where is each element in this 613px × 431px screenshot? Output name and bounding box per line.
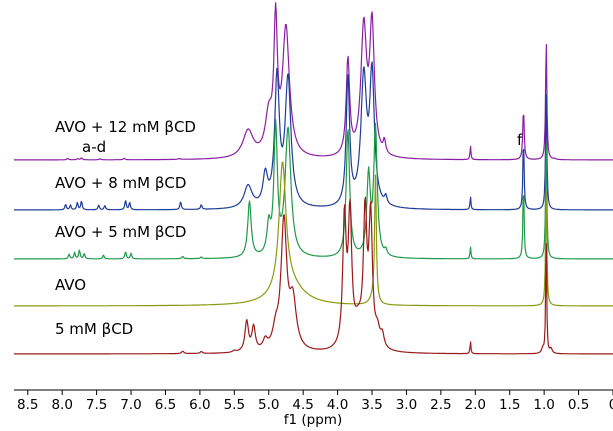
x-tick-label: 2.5 <box>430 397 451 413</box>
trace-2 <box>14 118 613 260</box>
spectra-traces <box>14 2 613 355</box>
series-label-2: AVO + 5 mM βCD <box>55 223 186 241</box>
series-label-3: AVO <box>55 276 86 294</box>
x-tick-label: 0.5 <box>568 397 589 413</box>
series-label-4: 5 mM βCD <box>55 320 133 338</box>
x-tick-label: 8.0 <box>51 397 72 413</box>
x-axis: 8.5 8.0 7.5 7.0 6.5 6.0 5.5 5.0 4.5 4.0 3.5 3.0 2.5 2… <box>14 389 613 413</box>
x-tick-label: 7.0 <box>120 397 141 413</box>
trace-4 <box>14 196 613 355</box>
trace-0 <box>14 2 613 161</box>
x-tick-label: 6.5 <box>155 397 176 413</box>
x-tick-label: 3.5 <box>361 397 382 413</box>
x-axis-title: f1 (ppm) <box>284 412 342 428</box>
x-tick-label: 1.0 <box>533 397 554 413</box>
x-tick-label: 5.5 <box>224 397 245 413</box>
annotation-0: a-d <box>82 138 106 156</box>
x-tick-label: 6.0 <box>189 397 210 413</box>
x-tick-label: 5.0 <box>258 397 279 413</box>
trace-1 <box>14 61 613 211</box>
series-label-1: AVO + 8 mM βCD <box>55 174 186 192</box>
series-labels: AVO + 12 mM βCD AVO + 8 mM βCD AVO + 5 mM … <box>55 118 196 338</box>
annotation-1: f <box>517 131 523 149</box>
annotations: a-d f <box>82 131 523 156</box>
x-tick-label: 0 <box>609 397 613 413</box>
trace-3 <box>14 161 613 307</box>
x-tick-label: 4.5 <box>292 397 313 413</box>
x-tick-label: 3.0 <box>396 397 417 413</box>
x-tick-label: 2.0 <box>465 397 486 413</box>
x-tick-label: 7.5 <box>86 397 107 413</box>
x-tick-label: 1.5 <box>499 397 520 413</box>
x-tick-label: 4.0 <box>327 397 348 413</box>
x-tick-label: 8.5 <box>17 397 38 413</box>
series-label-0: AVO + 12 mM βCD <box>55 118 196 136</box>
